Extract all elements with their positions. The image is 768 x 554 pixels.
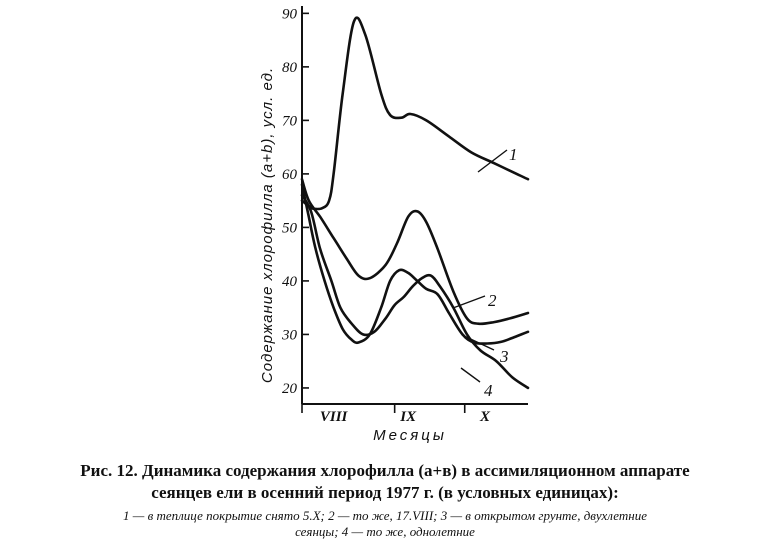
axes: [301, 6, 528, 405]
series-leader-4: [460, 367, 481, 383]
chart: 20 30 40 50 60 70 80 90 VIII IX X 1 2 34 Содержание…: [259, 6, 530, 444]
figure-legend-notes: 1 — в теплице покрытие снято 5.X; 2 — то…: [18, 508, 752, 540]
series-leader-2: [452, 295, 486, 309]
caption-notes-2: сеянцы; 4 — то же, однолетние: [295, 524, 475, 539]
series-labels: 1 2 34: [452, 145, 518, 400]
series-line-2: [300, 177, 530, 326]
x-axis-ticks: VIII IX X: [301, 404, 491, 425]
y-tick-label: 80: [282, 60, 298, 76]
y-tick-label: 30: [281, 327, 298, 343]
series-line-3: [300, 183, 530, 345]
x-tick-label: X: [479, 409, 491, 425]
y-tick-label: 90: [282, 6, 298, 22]
series-label-4: 4: [484, 381, 493, 400]
y-tick-label: 40: [282, 274, 298, 290]
y-axis-title: Содержание хлорофилла (a+b), усл. ед.: [259, 67, 276, 383]
y-tick-label: 70: [282, 113, 298, 129]
caption-notes-1: 1 — в теплице покрытие снято 5.X; 2 — то…: [123, 508, 647, 523]
y-axis-ticks: 20 30 40 50 60 70 80 90: [281, 6, 309, 397]
figure-caption: Рис. 12. Динамика содержания хлорофилла …: [18, 460, 752, 504]
x-axis-title: Месяцы: [373, 427, 447, 444]
y-tick-label: 20: [282, 381, 298, 397]
y-tick-label: 50: [282, 220, 298, 236]
series-label-1: 1: [509, 145, 518, 164]
series-curves: [300, 16, 530, 390]
y-tick-label: 60: [282, 167, 298, 183]
series-leader-3: [461, 334, 495, 351]
x-tick-label: VIII: [320, 409, 349, 425]
caption-line-1: Рис. 12. Динамика содержания хлорофилла …: [80, 461, 690, 480]
x-tick-label: IX: [399, 409, 417, 425]
series-label-2: 2: [488, 291, 497, 310]
caption-line-2: сеянцев ели в осенний период 1977 г. (в …: [151, 483, 619, 502]
series-line-4: [300, 194, 530, 390]
series-leader-1: [477, 149, 508, 173]
series-line-1: [300, 16, 530, 211]
series-label-3: 3: [499, 347, 509, 366]
